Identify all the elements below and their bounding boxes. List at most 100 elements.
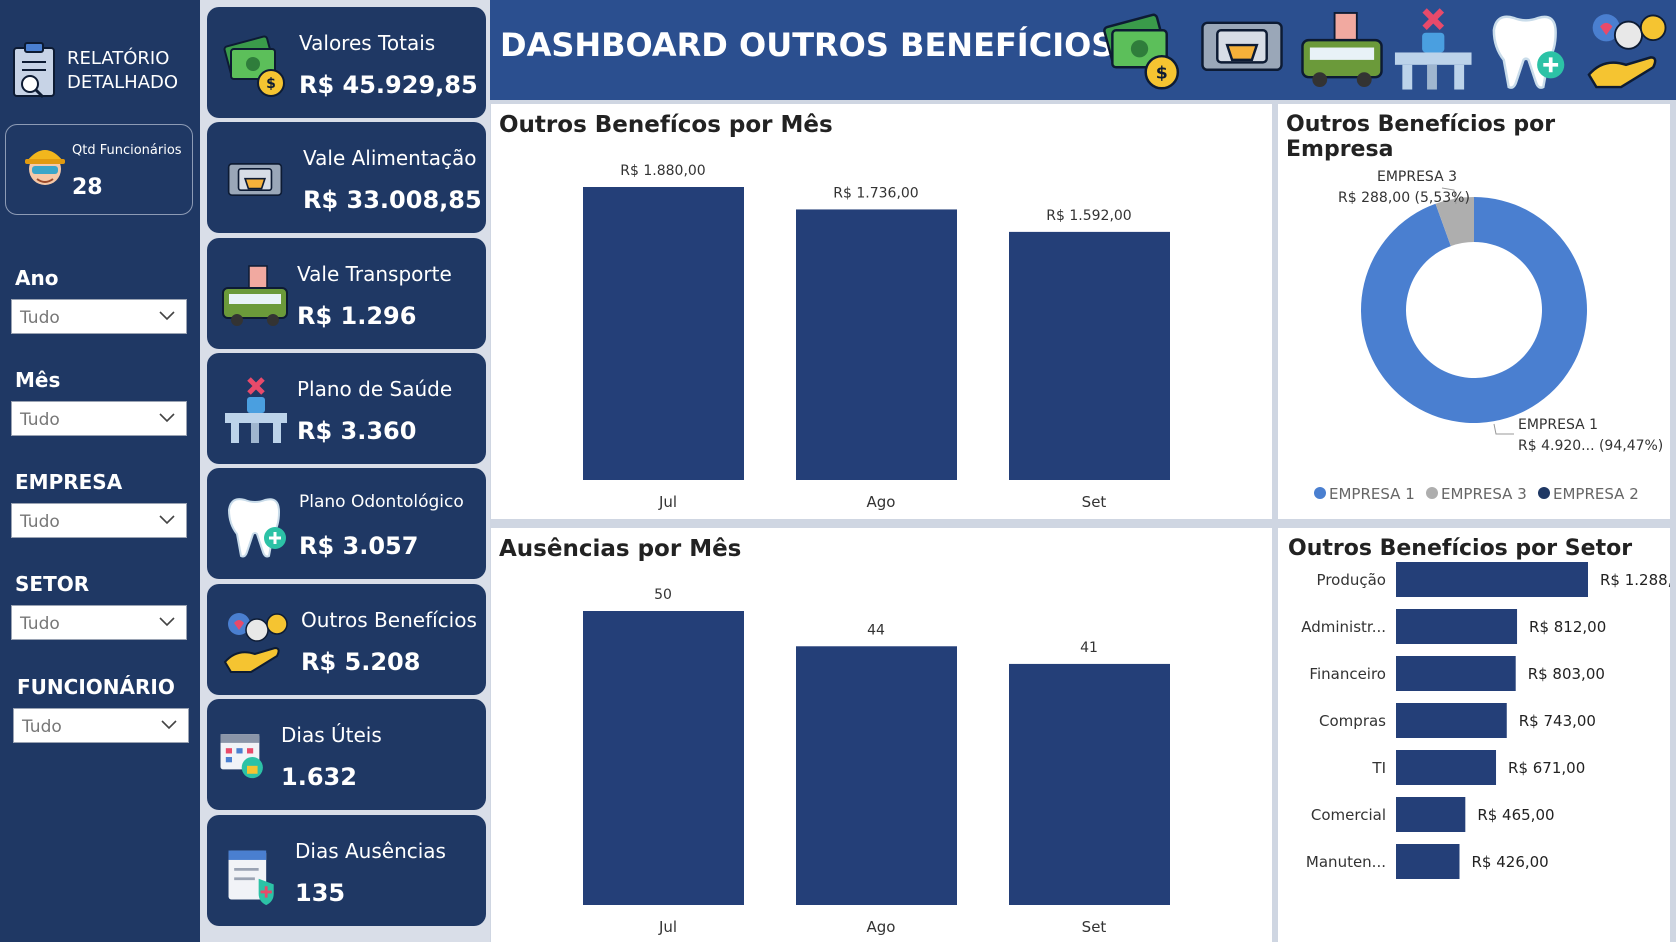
filter-select-empresa[interactable]: Tudo [11, 503, 187, 538]
bar [583, 611, 744, 905]
bus-icon [1301, 12, 1383, 88]
kpi-tile-valores-totais[interactable]: $ Valores Totais R$ 45.929,85 [207, 7, 486, 118]
x-tick-label: Jul [658, 493, 677, 511]
data-label: R$ 465,00 [1477, 806, 1554, 824]
chevron-down-icon [159, 413, 175, 423]
employee-count-value: 28 [72, 175, 103, 200]
chart-title: Ausências por Mês [499, 536, 742, 562]
data-label: R$ 426,00 [1472, 853, 1549, 871]
chart-title: Outros Benefícios por Setor [1288, 536, 1633, 561]
filter-label-empresa: EMPRESA [15, 470, 123, 494]
chevron-down-icon [159, 515, 175, 525]
filter-value-setor: Tudo [20, 614, 60, 634]
money-icon: $ [1103, 13, 1180, 90]
x-tick-label: Set [1082, 493, 1107, 511]
slice-label: R$ 288,00 (5,53%) [1338, 190, 1470, 206]
kpi-value: R$ 5.208 [301, 648, 421, 676]
chart-beneficios-mes: Outros Benefícos por Mês R$ 1.880,00 Jul R… [491, 104, 1272, 519]
donut-chart: EMPRESA 3 R$ 288,00 (5,53%) EMPRESA 1 R$ 4.… [1314, 169, 1663, 503]
filter-label-ano: Ano [15, 266, 59, 290]
report-label-line1: RELATÓRIO [67, 48, 170, 69]
x-tick-label: Ago [867, 493, 896, 511]
slice-label: R$ 4.920... (94,47%) [1518, 438, 1663, 454]
kpi-tile-dias-uteis[interactable]: Dias Úteis 1.632 [207, 699, 486, 810]
leader-line [1493, 423, 1514, 435]
chart-title: Outros Benefícios por Empresa [1286, 112, 1556, 162]
filter-select-ano[interactable]: Tudo [11, 299, 187, 334]
kpi-value: R$ 3.057 [299, 532, 419, 560]
donut-slice-empresa-1 [1361, 197, 1587, 423]
data-label: R$ 812,00 [1529, 618, 1606, 636]
kpi-value: R$ 1.296 [297, 302, 417, 330]
legend-marker [1538, 487, 1550, 499]
calendar-icon [220, 734, 263, 779]
data-label: R$ 1.288,00 [1600, 571, 1670, 589]
y-tick-label: Comercial [1311, 806, 1386, 824]
filter-label-mes: Mês [15, 368, 61, 392]
donut-slice-empresa-3 [1435, 197, 1474, 247]
report-button[interactable]: RELATÓRIO DETALHADO [8, 40, 193, 100]
employee-count-label: Qtd Funcionários [72, 143, 182, 158]
kpi-label: Plano de Saúde [297, 377, 453, 401]
bar [796, 209, 957, 480]
leader-line [1441, 187, 1457, 205]
bar [583, 187, 744, 480]
data-label: 50 [654, 587, 672, 603]
chart-ausencias-mes: Ausências por Mês 50 Jul 44 Ago 41 Set [491, 528, 1272, 942]
x-tick-label: Set [1082, 918, 1107, 936]
y-tick-label: Manuten... [1306, 853, 1386, 871]
kpi-value: R$ 45.929,85 [299, 71, 478, 99]
filter-value-empresa: Tudo [20, 512, 60, 532]
tooth-icon [227, 498, 286, 558]
y-tick-label: Financeiro [1309, 665, 1386, 683]
y-tick-label: Administr... [1301, 618, 1386, 636]
filter-select-funcionario[interactable]: Tudo [13, 708, 189, 743]
page-title: DASHBOARD OUTROS BENEFÍCIOS [500, 26, 1115, 64]
filter-value-mes: Tudo [20, 410, 60, 430]
chart-title: Outros Benefícos por Mês [499, 112, 833, 138]
health-icon [1394, 8, 1472, 90]
data-label: R$ 803,00 [1528, 665, 1605, 683]
kpi-tile-dias-ausencias[interactable]: Dias Ausências 135 [207, 815, 486, 926]
employee-count-card: Qtd Funcionários 28 [5, 124, 193, 215]
filter-label-setor: SETOR [15, 572, 90, 596]
bar [1396, 562, 1588, 597]
y-tick-label: Produção [1317, 571, 1386, 589]
bar-chart: R$ 1.880,00 Jul R$ 1.736,00 Ago R$ 1.592,00 S… [583, 163, 1170, 511]
benefits-hand-icon [1587, 14, 1667, 89]
chevron-down-icon [161, 720, 177, 730]
kpi-label: Outros Benefícios [301, 608, 477, 632]
bar [1009, 231, 1170, 480]
chart-beneficios-empresa: Outros Benefícios por Empresa EMPRESA 3 R… [1278, 104, 1670, 519]
report-label-line2: DETALHADO [67, 72, 179, 93]
kpi-value: R$ 33.008,85 [303, 186, 482, 214]
kpi-tile-outros-beneficios[interactable]: Outros Benefícios R$ 5.208 [207, 584, 486, 695]
filter-label-funcionario: FUNCIONÁRIO [17, 675, 175, 699]
health-icon [225, 377, 287, 443]
food-voucher-icon [1201, 21, 1283, 71]
bus-icon [222, 265, 288, 326]
bar [1396, 609, 1518, 644]
slice-label: EMPRESA 1 [1518, 417, 1598, 433]
tooth-icon [1492, 15, 1565, 89]
data-label: 41 [1080, 640, 1098, 656]
legend-marker [1314, 487, 1326, 499]
kpi-tile-vale-transporte[interactable]: Vale Transporte R$ 1.296 [207, 238, 486, 349]
bar [796, 646, 957, 905]
kpi-label: Dias Úteis [281, 723, 382, 747]
kpi-tile-vale-alimentacao[interactable]: Vale Alimentação R$ 33.008,85 [207, 122, 486, 233]
bar [1009, 663, 1170, 905]
filter-select-setor[interactable]: Tudo [11, 605, 187, 640]
chevron-down-icon [159, 311, 175, 321]
horizontal-bar-chart: Produção R$ 1.288,00 Administr... R$ 812,00… [1301, 562, 1670, 879]
kpi-label: Vale Transporte [297, 262, 452, 286]
kpi-tile-plano-saude[interactable]: Plano de Saúde R$ 3.360 [207, 353, 486, 464]
food-voucher-icon [227, 163, 283, 196]
money-icon: $ [223, 35, 285, 97]
filter-select-mes[interactable]: Tudo [11, 401, 187, 436]
bar [1396, 656, 1516, 691]
bar [1396, 844, 1460, 879]
kpi-tile-plano-odontologico[interactable]: Plano Odontológico R$ 3.057 [207, 468, 486, 579]
bar [1396, 703, 1507, 738]
x-tick-label: Jul [658, 918, 677, 936]
